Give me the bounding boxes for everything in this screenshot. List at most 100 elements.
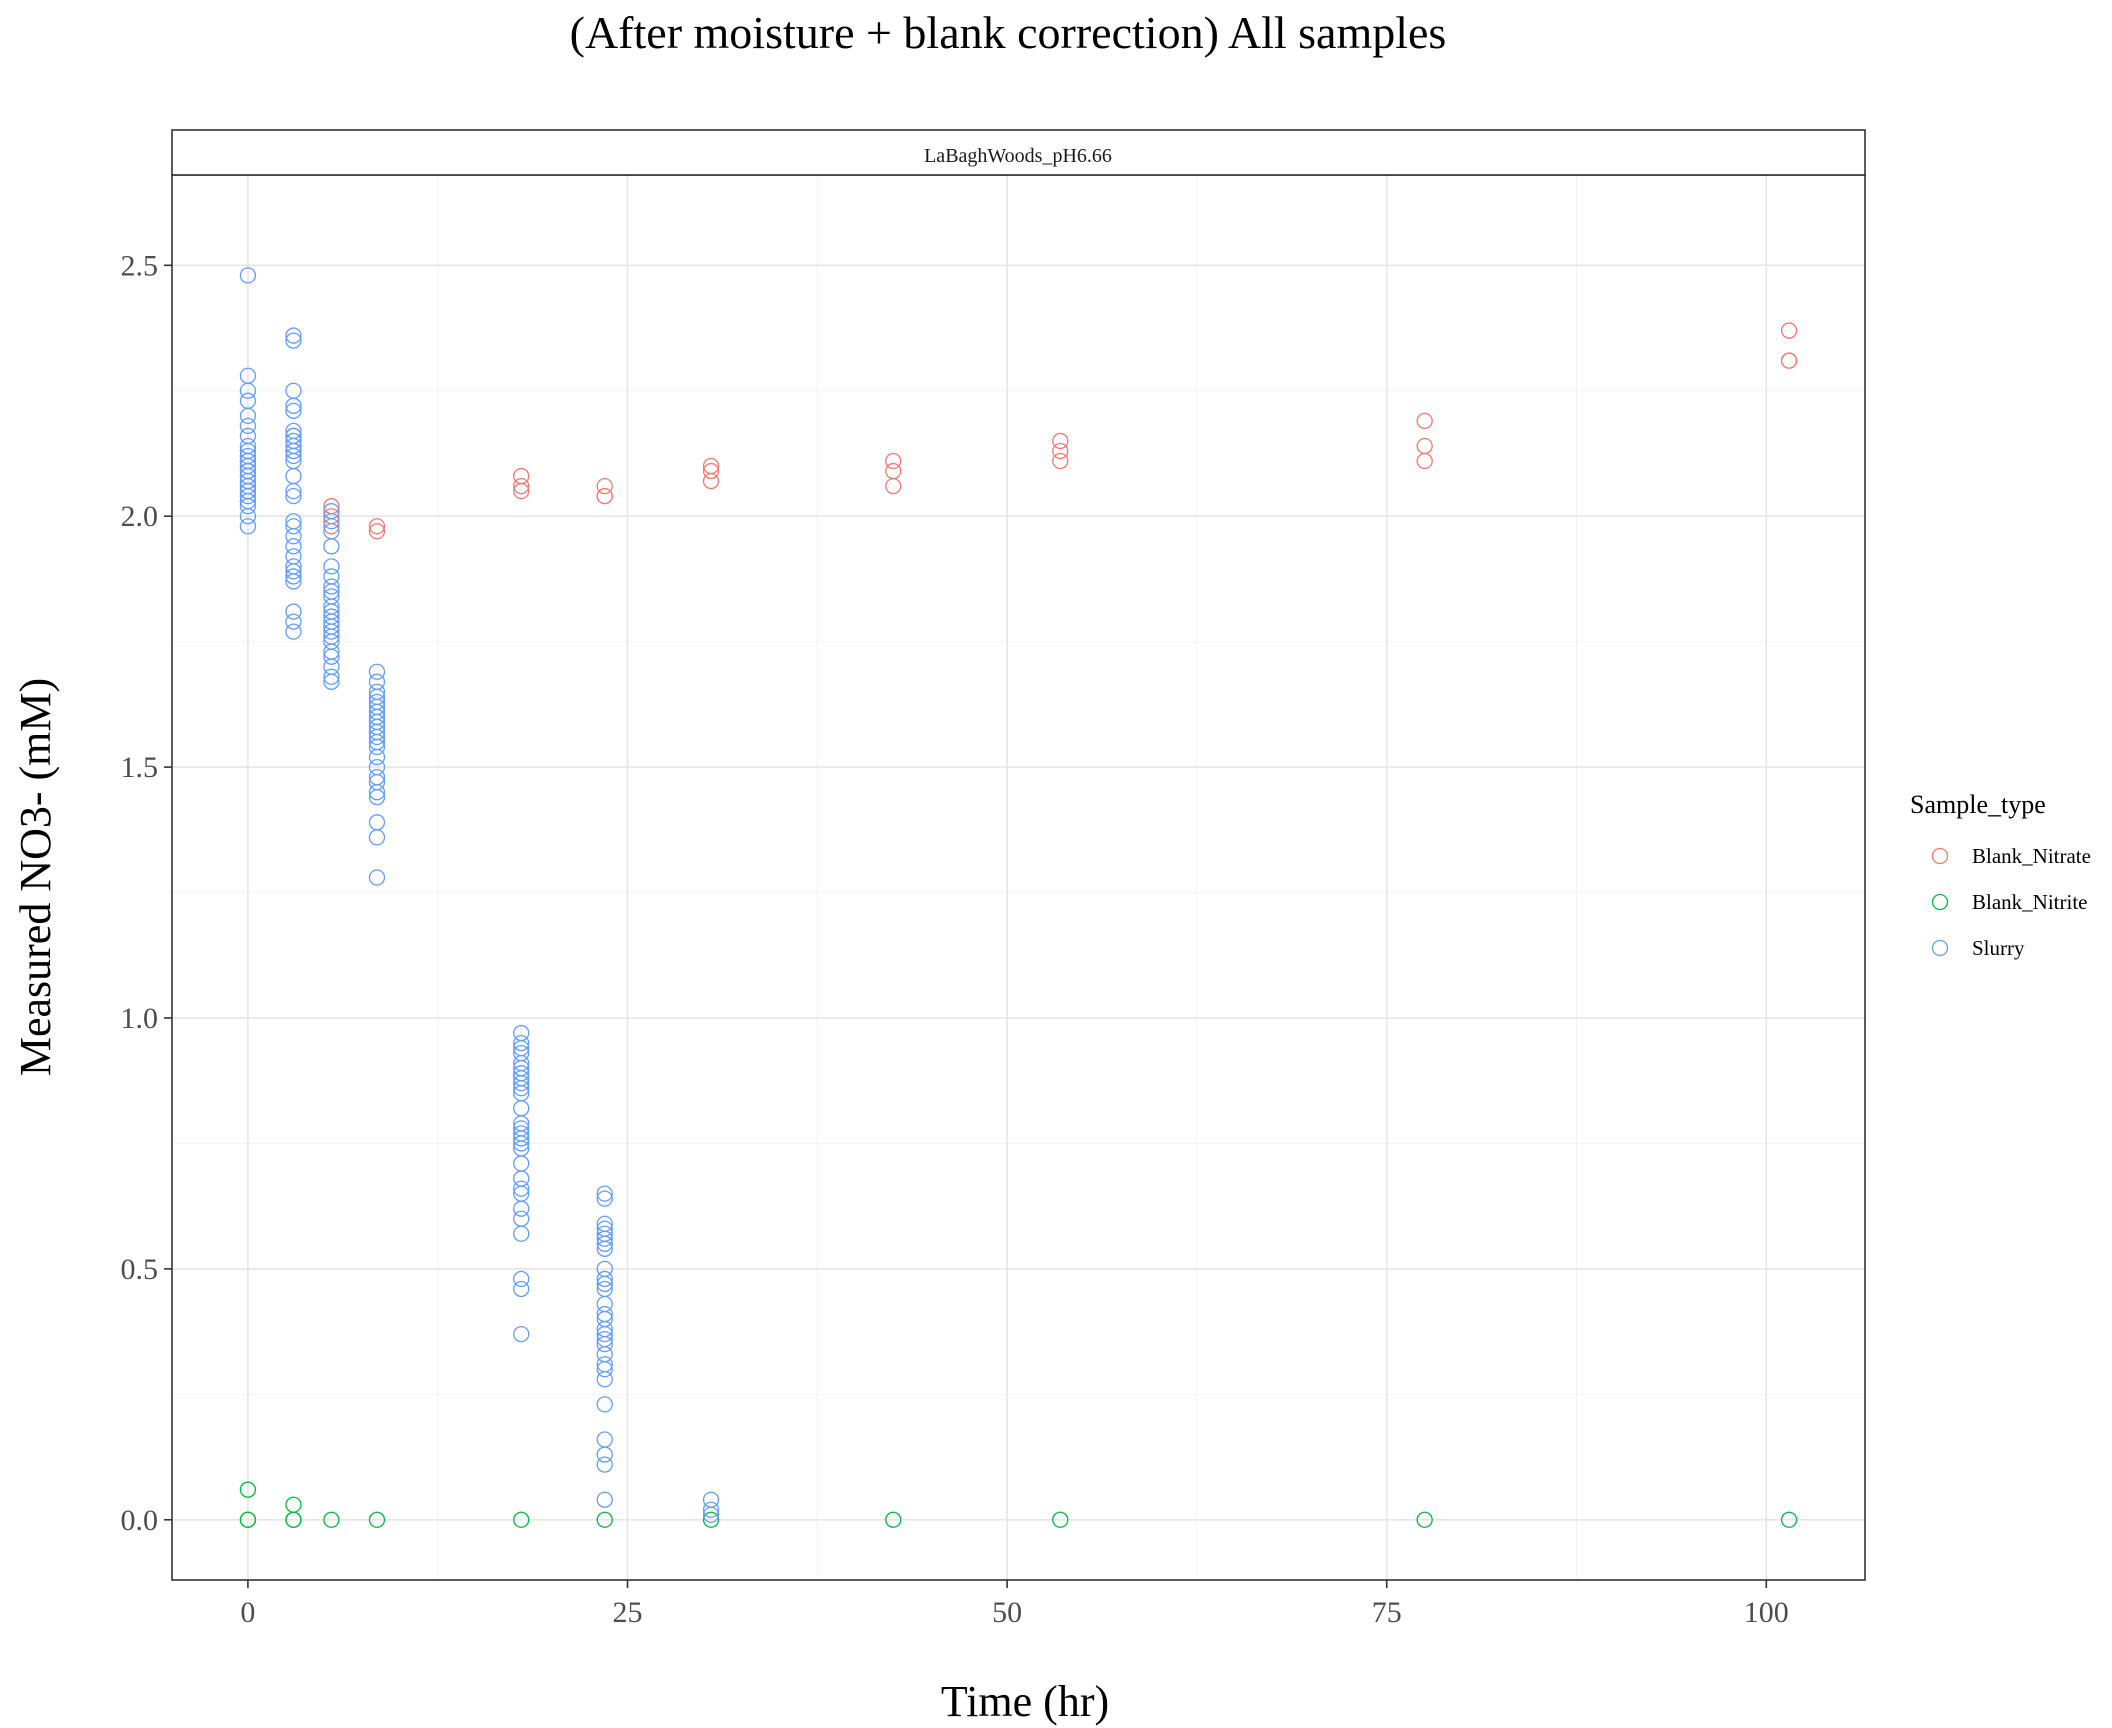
point-slurry [513,1135,530,1152]
point-slurry [323,538,340,555]
point-slurry [285,332,302,349]
point-blank-nitrite [368,1511,386,1528]
point-slurry [596,1235,613,1252]
point-slurry [513,1080,530,1097]
x-tick-label: 50 [992,1596,1022,1629]
point-slurry [285,487,302,505]
point-slurry [239,382,257,399]
plot-panel [172,175,1865,1580]
point-blank-nitrite [513,1511,530,1528]
point-slurry [513,1034,530,1052]
point-slurry [596,1336,613,1353]
legend-key-blank-nitrate [1931,847,1949,865]
point-blank-nitrate [1416,437,1433,455]
y-tick-label: 0.0 [121,1504,159,1537]
point-slurry [239,407,257,425]
point-slurry [239,498,257,515]
minor-gridlines [172,175,1865,1580]
point-slurry [513,1225,530,1242]
point-slurry [368,748,386,766]
chart-title: (After moisture + blank correction) All … [570,7,1447,58]
point-blank-nitrite [596,1511,613,1528]
point-blank-nitrate [1780,352,1798,369]
point-slurry [285,447,302,465]
facet-strip [171,129,1866,176]
point-slurry [596,1371,613,1388]
point-slurry [596,1456,613,1473]
point-slurry [596,1240,613,1257]
point-slurry [239,417,257,435]
point-slurry [285,402,302,419]
legend-title: Sample_type [1910,790,2046,819]
y-tick-label: 0.5 [121,1253,159,1286]
x-axis-title: Time (hr) [941,1677,1109,1726]
point-slurry [596,1270,613,1288]
point-blank-nitrate [1052,452,1069,470]
point-slurry [239,508,257,525]
point-slurry [285,518,302,535]
point-slurry [323,578,340,595]
point-slurry [513,1200,530,1217]
x-tick-label: 100 [1744,1596,1789,1629]
point-slurry [368,728,386,746]
point-blank-nitrite [1780,1511,1798,1528]
point-blank-nitrate [885,462,902,480]
point-slurry [285,538,302,555]
point-slurry [368,789,386,806]
point-blank-nitrate [1052,432,1069,450]
point-slurry [323,668,340,685]
x-axis: 0 25 50 75 100 [240,1580,1789,1629]
point-blank-nitrate [513,477,530,495]
point-blank-nitrite [702,1511,720,1528]
point-blank-nitrite [885,1511,902,1528]
point-blank-nitrite [285,1511,302,1528]
point-slurry [368,829,386,846]
legend: Sample_type Blank_Nitrate Blank_Nitrite Sl… [1910,790,2091,960]
point-slurry [596,1325,613,1343]
point-slurry [239,518,257,535]
point-slurry [239,267,257,284]
point-slurry [596,1230,613,1247]
point-slurry [513,1075,530,1092]
point-blank-nitrate [1052,442,1069,460]
legend-key-blank-nitrite [1931,893,1949,911]
point-slurry [285,613,302,630]
y-axis: 0.0 0.5 1.0 1.5 2.0 2.5 [121,249,172,1537]
point-slurry [323,673,340,690]
major-gridlines [172,175,1865,1580]
point-slurry [285,563,302,580]
point-slurry [323,503,340,520]
point-slurry [285,442,302,460]
x-tick-label: 0 [240,1596,255,1629]
point-slurry [513,1180,530,1197]
x-tick-label: 25 [613,1596,643,1629]
y-tick-label: 2.5 [121,249,159,282]
point-blank-nitrate [885,452,902,470]
point-slurry [702,1501,720,1518]
point-blank-nitrate [702,457,720,475]
point-slurry [596,1190,613,1207]
point-slurry [323,558,340,575]
point-blank-nitrite [1416,1511,1433,1528]
y-tick-label: 2.0 [121,500,159,533]
point-slurry [368,784,386,801]
point-slurry [285,528,302,545]
point-slurry [596,1491,613,1508]
point-blank-nitrate [368,523,386,540]
point-slurry [702,1506,720,1523]
point-blank-nitrate [702,462,720,480]
point-slurry [596,1361,613,1378]
point-blank-nitrite [1052,1511,1069,1528]
point-slurry [285,573,302,590]
point-slurry [285,603,302,620]
point-slurry [285,623,302,640]
point-slurry [596,1185,613,1202]
legend-key-slurry [1931,939,1949,957]
point-slurry [368,738,386,756]
point-slurry [513,1280,530,1298]
point-slurry [513,1130,530,1147]
point-blank-nitrate [596,487,613,505]
point-slurry [596,1275,613,1293]
point-blank-nitrate [596,477,613,495]
